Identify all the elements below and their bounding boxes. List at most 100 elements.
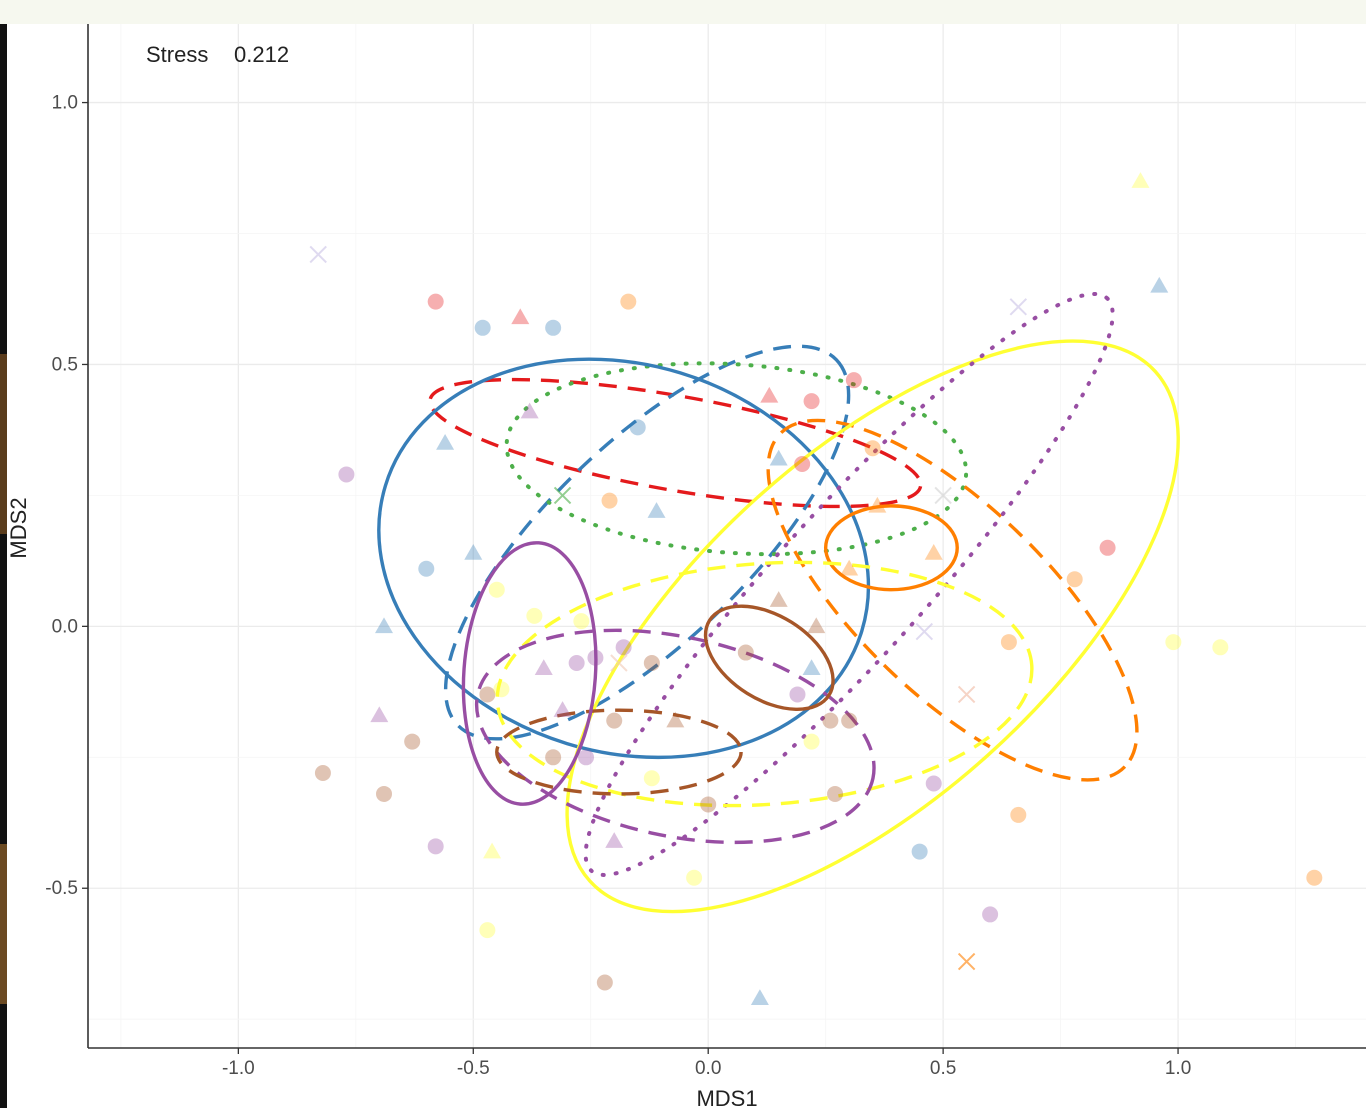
confidence-ellipses [377,291,1180,914]
point-triangle [840,559,859,576]
point-cross [553,486,572,505]
y-tick-label: -0.5 [45,878,78,899]
point-circle [427,838,444,855]
point-circle [1099,539,1116,556]
point-circle [737,644,754,661]
confidence-ellipse [495,560,1034,808]
point-circle [404,733,421,750]
x-tick-label: 0.5 [930,1058,956,1079]
sample-points [309,172,1323,1005]
point-cross [934,486,952,505]
y-axis-title: MDS2 [6,497,31,558]
point-circle [1212,639,1229,656]
point-triangle [807,617,826,634]
point-cross [957,685,976,704]
point-triangle [760,386,779,403]
point-cross [610,654,628,672]
point-circle [568,655,585,672]
point-circle [376,785,393,802]
point-triangle [511,308,530,325]
confidence-ellipse [823,504,959,592]
point-triangle [464,544,483,560]
point-circle [596,974,613,991]
confidence-ellipse [428,377,923,509]
stress-label: Stress [146,42,208,67]
point-circle [573,613,590,630]
point-circle [578,749,595,766]
confidence-ellipse [565,339,1180,914]
point-circle [615,639,632,656]
point-circle [606,712,623,729]
y-tick-label: 0.0 [52,616,78,637]
confidence-ellipse [377,357,871,760]
left-edge-glint [0,844,7,1004]
point-circle [601,492,618,509]
point-cross [1009,298,1028,316]
point-circle [911,843,928,860]
grid-lines [88,24,1366,1048]
point-triangle [605,832,624,848]
point-circle [925,775,942,792]
point-circle [479,686,496,703]
point-circle [643,770,660,787]
confidence-ellipse [766,418,1139,782]
top-strip [0,0,1366,24]
point-triangle [370,706,389,723]
point-circle [700,796,717,813]
point-circle [845,372,862,389]
point-circle [1000,634,1017,651]
point-triangle [520,402,539,419]
point-circle [1066,571,1083,588]
point-triangle [1131,172,1150,188]
point-circle [794,455,811,472]
point-triangle [666,711,685,728]
point-triangle [868,496,887,513]
point-triangle [534,659,553,676]
point-circle [493,681,510,698]
axes [87,24,1366,1049]
point-circle [545,319,562,336]
y-tick-label: 0.5 [52,354,78,375]
point-circle [643,655,660,672]
point-triangle [769,449,788,466]
point-circle [827,785,844,802]
point-cross [957,952,976,971]
x-tick-label: -0.5 [457,1058,490,1079]
point-triangle [375,617,394,634]
point-circle [427,293,444,310]
point-circle [526,607,543,624]
point-circle [418,560,435,577]
point-circle [1010,806,1027,823]
x-tick-label: 0.0 [695,1058,721,1079]
point-circle [620,293,637,310]
point-triangle [750,989,769,1005]
confidence-ellipse [474,628,876,845]
point-triangle [436,434,455,450]
point-triangle [802,659,821,676]
point-circle [338,466,355,483]
confidence-ellipse [703,604,835,712]
point-circle [864,440,881,457]
axis-ticks: -1.0 -0.5 0.0 0.5 1.0 -0.5 0.0 0.5 1.0 [45,93,1191,1079]
point-triangle [553,701,572,717]
point-triangle [1150,276,1169,293]
x-tick-label: -1.0 [222,1058,255,1079]
y-tick-label: 1.0 [52,93,78,114]
point-circle [314,765,331,782]
point-circle [803,393,820,410]
confidence-ellipse [583,291,1115,877]
point-cross [915,622,934,641]
stress-value: 0.212 [234,42,289,67]
point-circle [686,869,703,886]
point-circle [545,749,562,766]
point-circle [803,733,820,750]
point-circle [479,922,496,939]
point-circle [822,712,839,729]
point-circle [1165,634,1182,651]
x-axis-title: MDS1 [696,1086,757,1108]
confidence-ellipse [495,708,743,796]
point-circle [629,419,646,436]
point-circle [1306,869,1323,886]
confidence-ellipse [461,541,598,806]
